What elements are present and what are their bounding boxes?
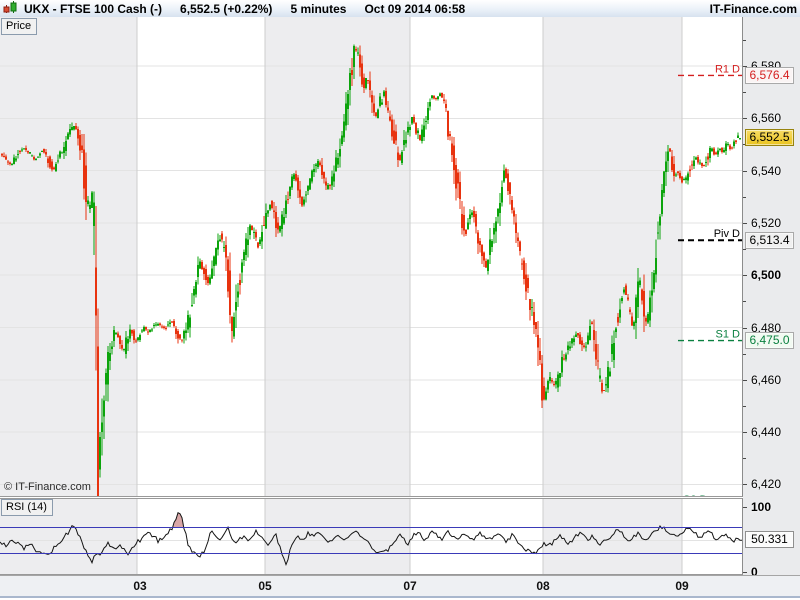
price-axis[interactable]: 6,5806,5606,5406,5206,5006,4806,4606,440… — [743, 17, 800, 579]
brand-label: IT-Finance.com — [709, 1, 797, 16]
price-badge-r1: 6,576.4 — [745, 66, 794, 84]
price-axis-label: 6,460 — [751, 372, 782, 387]
price-badge-piv: 6,513.4 — [745, 231, 794, 249]
price-axis-minor-tick — [743, 353, 746, 355]
price-axis-tick — [743, 327, 747, 329]
time-axis-label: 07 — [403, 579, 417, 593]
rsi-line — [0, 511, 742, 567]
chart-copyright: © IT-Finance.com — [4, 481, 91, 493]
price-axis-tick — [743, 275, 747, 277]
rsi-axis-tick — [743, 507, 747, 508]
price-axis-minor-tick — [743, 39, 746, 41]
price-axis-label: 6,560 — [751, 111, 782, 126]
time-axis-label: 03 — [133, 579, 147, 593]
price-axis-minor-tick — [743, 458, 746, 460]
price-axis-minor-tick — [743, 92, 746, 94]
price-axis-tick — [743, 118, 747, 120]
timeframe-label: 5 minutes — [290, 1, 347, 16]
rsi-axis-top-label: 100 — [751, 500, 772, 514]
price-axis-tick — [743, 432, 747, 434]
price-axis-minor-tick — [743, 301, 746, 303]
level-label-piv: Piv D — [714, 228, 740, 240]
price-badge-last: 6,552.5 — [745, 129, 794, 147]
price-axis-tick — [743, 170, 747, 172]
time-axis-label: 08 — [536, 579, 550, 593]
price-axis-label: 6,420 — [751, 477, 782, 492]
time-axis[interactable]: 03 05 07 08 09 — [0, 575, 800, 598]
price-axis-label: 6,440 — [751, 425, 782, 440]
symbol-title: UKX - FTSE 100 Cash (-) — [24, 1, 163, 16]
time-axis-label: 09 — [675, 579, 689, 593]
price-badge-s1: 6,475.0 — [745, 332, 794, 350]
candlestick-series — [1, 44, 741, 496]
price-axis-minor-tick — [743, 249, 746, 251]
price-axis-minor-tick — [743, 196, 746, 198]
time-axis-label: 05 — [258, 579, 272, 593]
datetime-label: Oct 09 2014 06:58 — [364, 1, 466, 16]
level-label-s1: S1 D — [716, 329, 741, 341]
price-axis-label: 6,540 — [751, 163, 782, 178]
price-chart-area[interactable]: R1 D Piv D S1 D S2 D — [0, 17, 743, 497]
price-axis-label: 6,520 — [751, 215, 782, 230]
candlestick-icon — [2, 0, 18, 17]
level-label-s2: S2 D — [683, 494, 708, 496]
tab-price[interactable]: Price — [1, 18, 38, 35]
price-axis-label: 6,480 — [751, 320, 782, 335]
price-axis-minor-tick — [743, 406, 746, 407]
rsi-chart-canvas[interactable] — [0, 499, 742, 574]
price-axis-label: 6,500 — [751, 268, 782, 283]
tab-rsi[interactable]: RSI (14) — [1, 499, 53, 516]
title-bar: UKX - FTSE 100 Cash (-) 6,552.5 (+0.22%)… — [0, 0, 800, 18]
price-chart-canvas[interactable]: R1 D Piv D S1 D S2 D — [0, 17, 742, 496]
level-label-r1: R1 D — [715, 63, 740, 75]
last-price-change: 6,552.5 (+0.22%) — [180, 1, 273, 16]
rsi-chart-area[interactable] — [0, 498, 743, 575]
price-axis-minor-tick — [743, 144, 746, 146]
price-axis-tick — [743, 66, 747, 67]
rsi-axis-tick — [743, 572, 747, 573]
rsi-axis-bottom-label: 0 — [751, 565, 758, 579]
rsi-value-badge: 50.331 — [745, 530, 794, 548]
price-axis-tick — [743, 222, 747, 224]
price-axis-tick — [743, 484, 747, 486]
price-axis-tick — [743, 379, 747, 381]
